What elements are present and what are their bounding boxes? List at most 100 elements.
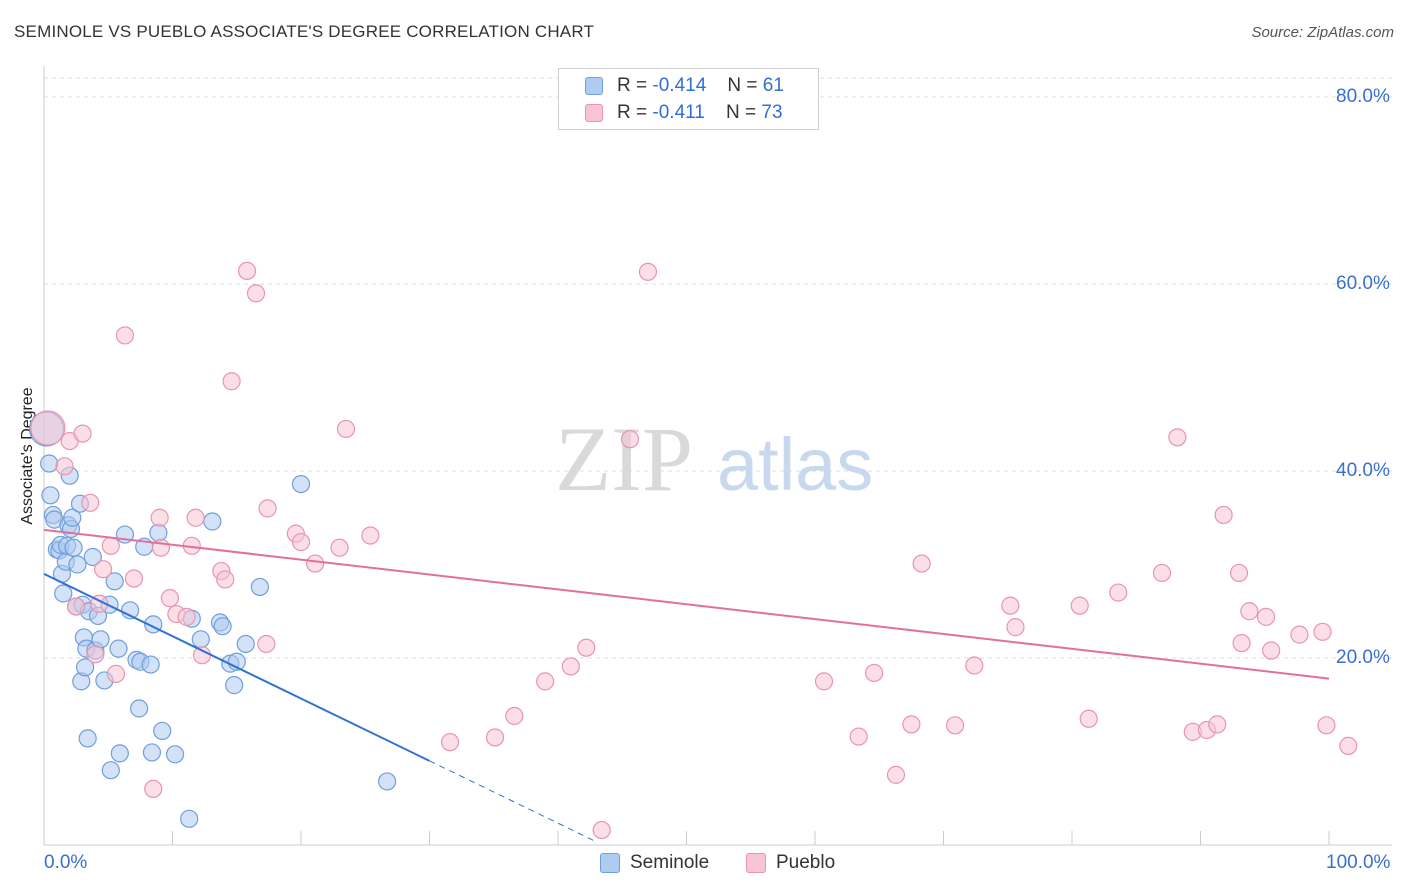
seminole-point xyxy=(68,555,87,574)
seminole-point xyxy=(213,617,232,636)
pueblo-point xyxy=(1214,505,1233,525)
pueblo-point xyxy=(177,607,196,626)
watermark-zip: ZIP xyxy=(555,408,693,510)
pueblo-point xyxy=(1240,602,1259,621)
seminole-point xyxy=(129,699,149,718)
seminole-point xyxy=(149,523,168,542)
seminole-trend-extension xyxy=(429,760,597,843)
bottom-legend-pueblo-label: Pueblo xyxy=(776,852,836,873)
watermark: ZIP atlas xyxy=(555,408,873,510)
legend-r-label: R = xyxy=(617,102,648,123)
pueblo-point xyxy=(945,716,965,735)
pueblo-point xyxy=(94,560,113,579)
seminole-point xyxy=(83,547,102,567)
pueblo-point xyxy=(55,457,74,476)
seminole-point xyxy=(203,512,222,531)
pueblo-point xyxy=(101,536,120,555)
seminole-point xyxy=(291,474,311,494)
legend-n-label: N = xyxy=(727,75,758,96)
pueblo-point xyxy=(1229,563,1249,583)
pueblo-point xyxy=(192,646,212,665)
pueblo-point xyxy=(1313,622,1332,641)
legend-box: R = -0.414 N = 61 R = -0.411 N = 73 xyxy=(558,68,819,130)
pueblo-legend-swatch xyxy=(746,853,766,873)
pueblo-point xyxy=(638,262,658,281)
legend-text-seminole: R = -0.414 N = 61 xyxy=(617,75,784,97)
pueblo-point xyxy=(144,779,163,799)
bottom-legend-seminole-label: Seminole xyxy=(630,852,710,873)
x-tick-label-min: 0.0% xyxy=(44,852,88,873)
legend-r-label: R = xyxy=(617,75,648,96)
pueblo-point xyxy=(1001,596,1020,615)
seminole-point xyxy=(105,572,124,591)
seminole-point xyxy=(153,721,172,741)
seminole-point xyxy=(225,676,244,695)
pueblo-point xyxy=(67,597,86,616)
pueblo-trend-line xyxy=(43,528,1330,680)
pueblo-point xyxy=(361,526,380,545)
pueblo-point xyxy=(216,570,235,589)
pueblo-point xyxy=(124,569,144,588)
pueblo-point xyxy=(865,663,884,683)
pueblo-point xyxy=(246,284,266,303)
seminole-point xyxy=(63,508,82,527)
pueblo-point xyxy=(577,638,596,657)
pueblo-point xyxy=(1262,641,1281,660)
seminole-trend-line xyxy=(43,572,430,762)
pueblo-point xyxy=(536,672,555,691)
pueblo-point xyxy=(1152,563,1172,583)
seminole-point xyxy=(142,743,162,762)
pueblo-point xyxy=(222,372,241,391)
legend-text-pueblo: R = -0.411 N = 73 xyxy=(617,102,783,124)
seminole-point xyxy=(377,772,397,791)
pueblo-point xyxy=(81,493,100,512)
pueblo-point xyxy=(186,508,205,527)
legend-n-label: N = xyxy=(725,102,757,123)
source-label: Source: ZipAtlas.com xyxy=(1251,24,1394,41)
seminole-swatch xyxy=(585,77,603,95)
pueblo-point xyxy=(886,765,906,784)
pueblo-point xyxy=(505,706,524,726)
pueblo-point xyxy=(160,589,180,608)
legend-r-value: -0.411 xyxy=(652,102,705,123)
seminole-point xyxy=(236,634,255,654)
seminole-point xyxy=(141,655,160,674)
seminole-point xyxy=(76,658,95,677)
pueblo-point xyxy=(306,554,325,573)
pueblo-point xyxy=(1339,736,1358,755)
pueblo-point xyxy=(86,645,105,664)
pueblo-point xyxy=(1256,607,1276,626)
pueblo-point xyxy=(115,326,135,345)
seminole-point xyxy=(110,744,129,763)
pueblo-point xyxy=(485,728,505,747)
pueblo-point xyxy=(1070,596,1089,615)
seminole-point xyxy=(180,809,199,828)
pueblo-point xyxy=(902,715,921,734)
pueblo-point xyxy=(849,727,868,746)
pueblo-point xyxy=(1109,583,1128,602)
seminole-point xyxy=(165,745,185,764)
pueblo-point xyxy=(1232,633,1251,653)
pueblo-point xyxy=(965,656,984,675)
seminole-point xyxy=(40,454,59,473)
pueblo-point xyxy=(620,430,640,449)
seminole-point xyxy=(41,486,60,505)
pueblo-point xyxy=(336,419,356,439)
pueblo-point xyxy=(1079,709,1098,728)
pueblo-point xyxy=(814,672,834,691)
pueblo-point xyxy=(1168,428,1187,447)
pueblo-point xyxy=(330,538,349,557)
pueblo-point xyxy=(257,634,276,654)
pueblo-point xyxy=(1317,716,1336,735)
pueblo-point xyxy=(73,424,92,443)
legend-r-value: -0.414 xyxy=(652,75,707,96)
pueblo-point xyxy=(291,532,311,552)
seminole-point xyxy=(109,639,128,658)
trend-layer xyxy=(43,528,1330,843)
watermark-atlas: atlas xyxy=(717,423,873,506)
seminole-point xyxy=(101,761,120,780)
seminole-point xyxy=(250,577,269,597)
x-tick-label-max: 100.0% xyxy=(1326,852,1391,873)
seminole-point xyxy=(54,584,73,603)
seminole-point xyxy=(191,630,210,649)
